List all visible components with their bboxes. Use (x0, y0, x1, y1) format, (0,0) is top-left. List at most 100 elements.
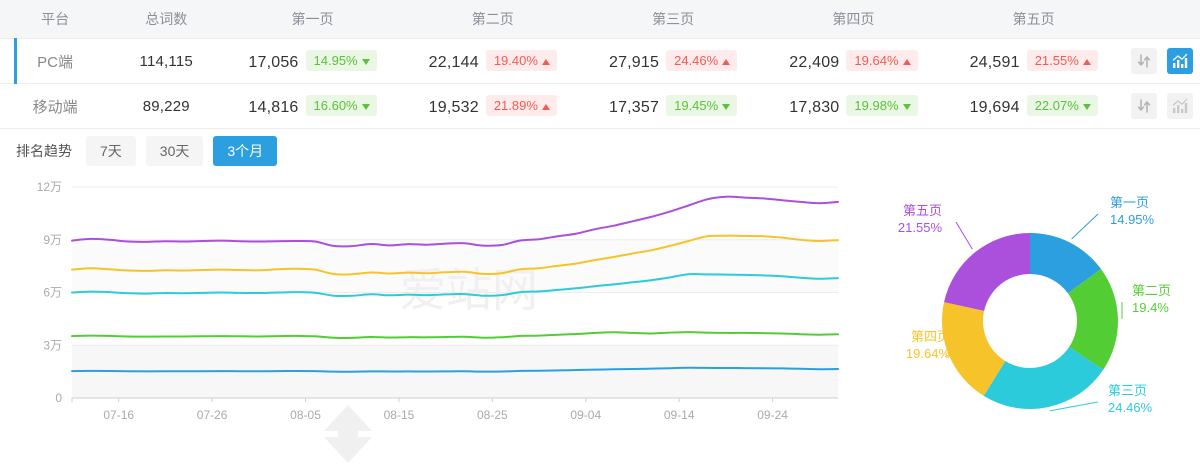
platform-cell: PC端 (0, 37, 110, 84)
tab-3-months[interactable]: 3个月 (213, 136, 278, 166)
x-tick-label: 08-05 (290, 408, 321, 422)
page-count: 24,591 (969, 54, 1020, 71)
page-percent-badge: 16.60% (305, 95, 377, 116)
page-3-cell: 27,915 24.46% (583, 39, 763, 84)
triangle-up-icon (902, 59, 911, 65)
sort-updown-icon[interactable] (1130, 48, 1157, 74)
page-count: 22,144 (428, 54, 479, 71)
x-tick-label: 07-16 (103, 408, 134, 422)
page-percent-badge: 19.45% (666, 95, 738, 116)
donut-label-name: 第一页 (1110, 195, 1149, 210)
chart-trend-glyph (1172, 53, 1188, 68)
y-tick-label: 6万 (43, 286, 62, 300)
page-count: 19,532 (428, 99, 479, 116)
percent-value: 24.46% (674, 53, 719, 68)
donut-leader-line (1071, 213, 1099, 240)
column-header-platform: 平台 (0, 0, 111, 39)
column-header-page-2: 第二页 (402, 0, 583, 39)
total-keywords-cell: 114,115 (139, 52, 193, 70)
x-tick-label: 09-24 (757, 408, 788, 422)
tab-7-days[interactable]: 7天 (86, 136, 136, 166)
donut-label-value: 21.55% (898, 220, 943, 235)
triangle-down-icon (722, 104, 731, 110)
y-tick-label: 12万 (37, 180, 62, 194)
page-count: 17,830 (789, 99, 840, 116)
donut-label-value: 19.64% (906, 346, 951, 361)
page-percent-badge: 24.46% (666, 50, 738, 71)
percent-value: 21.89% (493, 98, 538, 113)
y-tick-label: 9万 (43, 233, 62, 247)
table-header: 平台 总词数 第一页 第二页 第三页 第四页 第五页 (0, 0, 1200, 39)
column-header-page-5: 第五页 (943, 0, 1124, 39)
x-tick-label: 07-26 (197, 408, 228, 422)
platform-cell: 移动端 (32, 98, 78, 116)
page-count: 14,816 (248, 99, 299, 116)
rank-table: 平台 总词数 第一页 第二页 第三页 第四页 第五页 PC端 114,115 1… (0, 0, 1200, 129)
page-count: 17,357 (608, 99, 660, 116)
percent-value: 19.98% (854, 98, 899, 113)
donut-leader-line (945, 347, 961, 358)
donut-slice[interactable] (1030, 233, 1102, 294)
donut-slice[interactable] (944, 233, 1030, 311)
percent-value: 19.64% (854, 53, 899, 68)
percent-value: 19.40% (493, 53, 538, 68)
donut-leader-line (955, 221, 973, 250)
page-5-cell: 24,591 21.55% (944, 39, 1124, 84)
triangle-down-icon (1082, 104, 1091, 110)
page-count: 22,409 (789, 54, 840, 71)
column-header-page-4: 第四页 (763, 0, 944, 39)
y-tick-label: 0 (55, 391, 62, 405)
trend-toolbar: 排名趋势 7天 30天 3个月 (0, 129, 1200, 173)
tab-30-days[interactable]: 30天 (145, 136, 204, 166)
line-series (71, 331, 839, 339)
sort-updown-glyph (1137, 99, 1151, 113)
y-tick-label: 3万 (43, 338, 62, 352)
table-row[interactable]: 移动端 89,229 14,816 16.60% 19,532 21.89% 17,… (0, 84, 1200, 129)
triangle-up-icon (722, 59, 731, 65)
page-percent-badge: 14.95% (305, 50, 377, 71)
table-row[interactable]: PC端 114,115 17,056 14.95% 22,144 19.40% 27… (0, 37, 1200, 84)
page-percent-badge: 21.89% (485, 95, 557, 116)
chart-gridlines (72, 186, 838, 346)
chart-bands (72, 239, 838, 398)
page-percent-badge: 21.55% (1026, 50, 1098, 71)
percent-value: 16.60% (313, 98, 358, 113)
donut-label-name: 第三页 (1108, 383, 1147, 398)
x-axis-labels: 07-16 07-26 08-05 08-15 08-25 09-04 09-14 09-24 (71, 398, 788, 422)
line-series (71, 234, 839, 276)
sort-updown-glyph (1137, 54, 1151, 68)
line-series (71, 366, 839, 373)
triangle-up-icon (541, 59, 550, 65)
triangle-up-icon (541, 104, 550, 110)
column-header-page-3: 第三页 (582, 0, 764, 39)
donut-labels: 第一页 14.95% 第二页 19.4% 第三页 24.46% 第四页 19.64% 第五页 21… (898, 195, 1171, 415)
x-tick-label: 09-14 (664, 408, 695, 422)
donut-slice[interactable] (1067, 269, 1118, 370)
triangle-down-icon (902, 104, 911, 110)
donut-label-value: 14.95% (1110, 212, 1155, 227)
donut-slice[interactable] (983, 347, 1104, 409)
charts-area: 爱站网 0 3万 6万 9万 12万 07-16 07-26 08-05 08-15 08-25… (0, 173, 1200, 463)
percent-value: 22.07% (1034, 98, 1079, 113)
page-count: 19,694 (969, 99, 1020, 116)
page-2-cell: 19,532 21.89% (403, 84, 583, 129)
page-percent-badge: 19.40% (485, 50, 557, 71)
chart-lines (71, 195, 839, 373)
page-4-cell: 22,409 19.64% (763, 39, 943, 84)
sort-updown-icon[interactable] (1130, 93, 1157, 119)
chart-trend-icon[interactable] (1167, 93, 1193, 119)
donut-slices (942, 233, 1118, 409)
line-series (71, 273, 839, 298)
percent-value: 19.45% (674, 98, 719, 113)
page-count: 17,056 (248, 54, 299, 71)
percent-value: 21.55% (1034, 53, 1079, 68)
chart-trend-icon[interactable] (1167, 48, 1193, 74)
donut-label-value: 24.46% (1108, 400, 1153, 415)
percent-value: 14.95% (313, 53, 358, 68)
column-header-actions (1123, 0, 1200, 39)
page-1-cell: 17,056 14.95% (222, 39, 402, 84)
donut-slice[interactable] (942, 302, 1006, 396)
donut-label-name: 第五页 (903, 203, 942, 218)
total-keywords-cell: 89,229 (142, 97, 190, 115)
